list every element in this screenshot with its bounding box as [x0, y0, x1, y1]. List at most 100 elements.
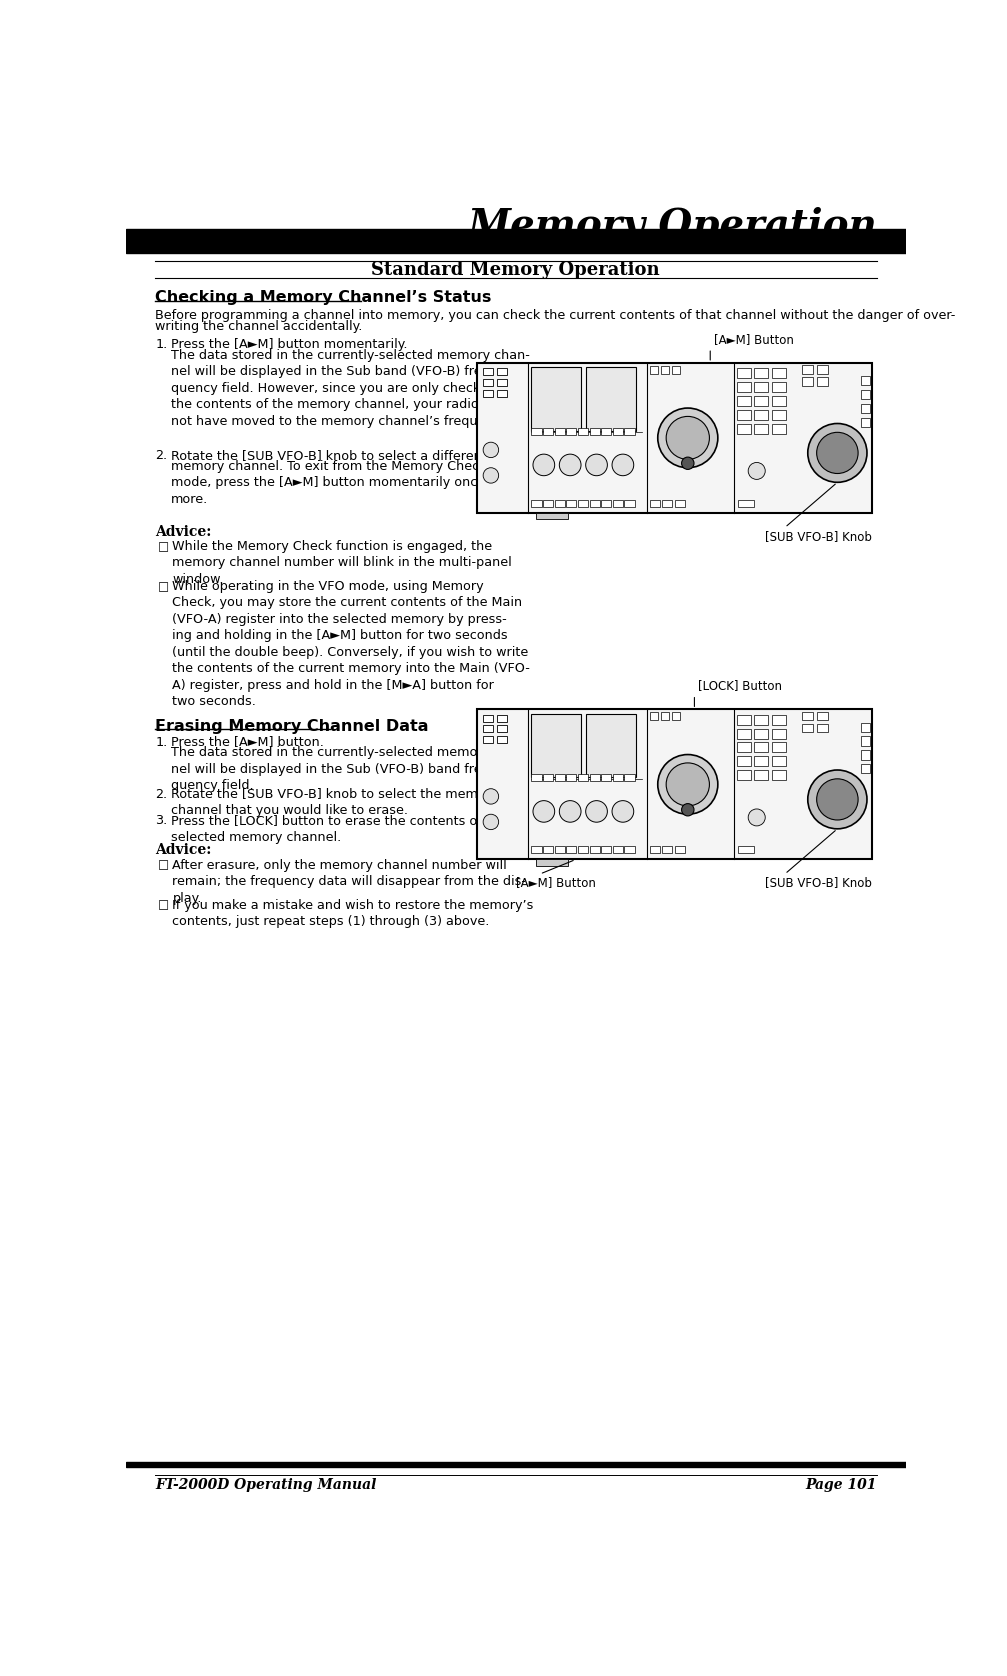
Bar: [497, 714, 508, 722]
Text: While operating in the VFO mode, using Memory
Check, you may store the current c: While operating in the VFO mode, using M…: [172, 580, 531, 709]
Bar: [754, 714, 768, 724]
Bar: [532, 499, 542, 506]
Circle shape: [483, 468, 498, 483]
Bar: [754, 756, 768, 766]
Text: memory channel. To exit from the Memory Check
mode, press the [A►M] button momen: memory channel. To exit from the Memory …: [171, 459, 486, 506]
Bar: [650, 712, 659, 721]
Bar: [772, 424, 786, 434]
Text: □: □: [158, 580, 169, 593]
Text: Before programming a channel into memory, you can check the current contents of : Before programming a channel into memory…: [155, 308, 956, 322]
Bar: [589, 774, 599, 781]
Bar: [738, 499, 753, 506]
Text: Advice:: Advice:: [155, 843, 211, 858]
Bar: [737, 396, 750, 406]
Bar: [613, 499, 623, 506]
Bar: [772, 714, 786, 724]
Bar: [802, 712, 813, 721]
Bar: [566, 846, 576, 853]
Bar: [675, 499, 685, 506]
Bar: [589, 427, 599, 434]
Text: [A►M] Button: [A►M] Button: [714, 334, 794, 345]
Circle shape: [559, 454, 581, 476]
Bar: [613, 846, 623, 853]
Circle shape: [533, 801, 555, 823]
Bar: [737, 424, 750, 434]
Text: Erasing Memory Channel Data: Erasing Memory Channel Data: [155, 719, 429, 734]
Bar: [802, 724, 813, 732]
Bar: [663, 846, 673, 853]
Bar: [737, 756, 750, 766]
Bar: [661, 712, 670, 721]
Bar: [497, 726, 508, 732]
Text: [A►M] Button: [A►M] Button: [517, 877, 596, 890]
Bar: [737, 411, 750, 419]
Text: 1.: 1.: [155, 339, 167, 352]
Bar: [624, 846, 634, 853]
Bar: [589, 846, 599, 853]
Bar: [772, 411, 786, 419]
Bar: [772, 756, 786, 766]
Bar: [497, 391, 508, 397]
Circle shape: [817, 779, 858, 820]
Bar: [589, 499, 599, 506]
Bar: [754, 742, 768, 753]
Text: □: □: [158, 540, 169, 553]
Bar: [586, 367, 635, 431]
Bar: [861, 722, 870, 732]
Bar: [537, 513, 568, 520]
Bar: [624, 774, 634, 781]
Circle shape: [586, 801, 607, 823]
Bar: [818, 365, 828, 374]
Circle shape: [682, 458, 694, 469]
Bar: [483, 726, 493, 732]
Bar: [126, 1463, 906, 1466]
Bar: [532, 367, 581, 431]
Bar: [772, 382, 786, 392]
Circle shape: [658, 407, 718, 468]
Text: [SUB VFO-B] Knob: [SUB VFO-B] Knob: [765, 530, 872, 543]
Bar: [738, 846, 753, 853]
Bar: [772, 771, 786, 779]
Bar: [672, 712, 680, 721]
Text: Advice:: Advice:: [155, 525, 211, 538]
Bar: [754, 382, 768, 392]
Bar: [861, 391, 870, 399]
Bar: [737, 382, 750, 392]
Text: The data stored in the currently-selected memory chan-
nel will be displayed in : The data stored in the currently-selecte…: [171, 349, 530, 427]
Bar: [737, 729, 750, 739]
Bar: [532, 774, 542, 781]
Bar: [566, 427, 576, 434]
Bar: [601, 427, 611, 434]
Circle shape: [612, 801, 633, 823]
Bar: [578, 499, 588, 506]
Bar: [578, 774, 588, 781]
Circle shape: [817, 432, 858, 474]
Circle shape: [533, 454, 555, 476]
Bar: [650, 365, 659, 374]
Bar: [497, 369, 508, 375]
Bar: [537, 860, 568, 865]
Bar: [861, 764, 870, 773]
Bar: [861, 404, 870, 412]
Bar: [737, 771, 750, 779]
Bar: [754, 424, 768, 434]
Bar: [543, 427, 553, 434]
Text: Press the [A►M] button.: Press the [A►M] button.: [171, 736, 323, 749]
Circle shape: [658, 754, 718, 815]
Bar: [601, 774, 611, 781]
Text: Standard Memory Operation: Standard Memory Operation: [372, 261, 660, 278]
Bar: [675, 846, 685, 853]
Bar: [818, 712, 828, 721]
Bar: [543, 774, 553, 781]
Bar: [578, 846, 588, 853]
Circle shape: [586, 454, 607, 476]
Text: 1.: 1.: [155, 736, 167, 749]
Bar: [566, 499, 576, 506]
Bar: [861, 417, 870, 427]
Text: Rotate the [SUB VFO-B] knob to select a different: Rotate the [SUB VFO-B] knob to select a …: [171, 449, 486, 463]
Circle shape: [748, 810, 765, 826]
Bar: [624, 427, 634, 434]
Bar: [532, 427, 542, 434]
Bar: [754, 411, 768, 419]
Bar: [126, 230, 906, 253]
